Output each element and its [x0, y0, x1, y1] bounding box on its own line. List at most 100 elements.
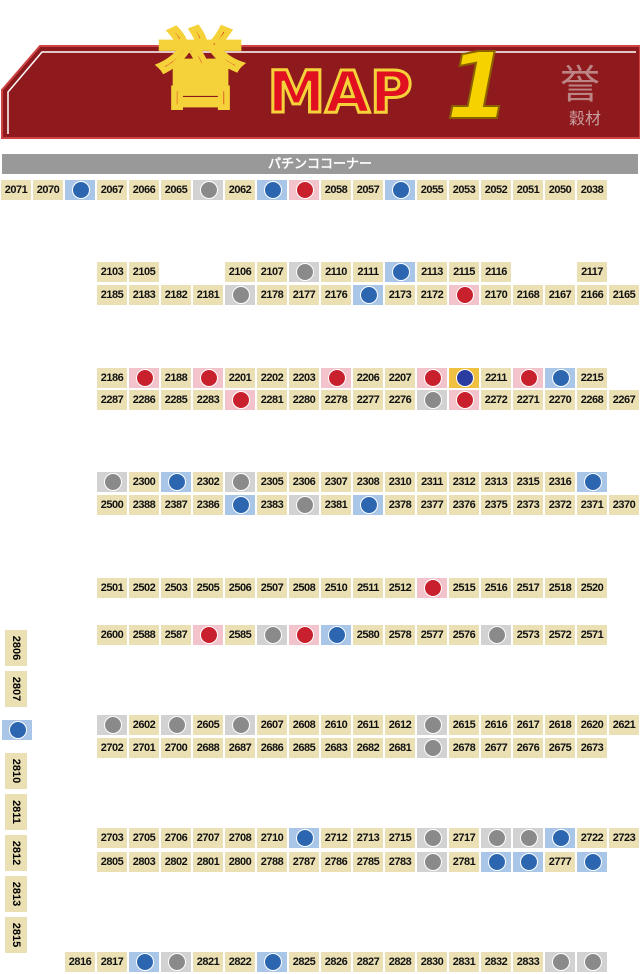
machine-number: 2201	[225, 368, 255, 388]
header: 誉 MAP 1 誉 穀材	[1, 19, 640, 140]
machine-icon	[289, 180, 319, 200]
icon-badge	[168, 716, 186, 734]
machine-icon	[513, 368, 543, 388]
side-machine-number: 2815	[5, 917, 27, 953]
machine-number: 2830	[417, 952, 447, 972]
machine-number: 2777	[545, 852, 575, 872]
machine-number: 2781	[449, 852, 479, 872]
icon-badge	[9, 721, 27, 739]
machine-icon	[417, 738, 447, 758]
machine-number: 2828	[385, 952, 415, 972]
machine-number: 2585	[225, 625, 255, 645]
machine-number: 2070	[33, 180, 63, 200]
machine-number: 2605	[193, 715, 223, 735]
machine-number: 2305	[257, 472, 287, 492]
machine-number: 2577	[417, 625, 447, 645]
icon-badge	[264, 181, 282, 199]
machine-number: 2271	[513, 390, 543, 410]
machine-number: 2683	[321, 738, 351, 758]
machine-number: 2188	[161, 368, 191, 388]
icon-badge	[72, 181, 90, 199]
machine-number: 2116	[481, 262, 511, 282]
icon-badge	[552, 829, 570, 847]
machine-icon	[193, 625, 223, 645]
machine-number: 2787	[289, 852, 319, 872]
machine-number: 2267	[609, 390, 639, 410]
machine-number: 2602	[129, 715, 159, 735]
machine-number: 2800	[225, 852, 255, 872]
machine-number: 2501	[97, 578, 127, 598]
machine-number: 2618	[545, 715, 575, 735]
machine-number: 2172	[417, 285, 447, 305]
icon-badge	[328, 626, 346, 644]
machine-number: 2700	[161, 738, 191, 758]
machine-number: 2506	[225, 578, 255, 598]
machine-number: 2052	[481, 180, 511, 200]
machine-number: 2050	[545, 180, 575, 200]
machine-number: 2370	[609, 495, 639, 515]
machine-icon	[161, 715, 191, 735]
machine-number: 2708	[225, 828, 255, 848]
machine-icon	[225, 472, 255, 492]
machine-icon	[193, 180, 223, 200]
machine-number: 2178	[257, 285, 287, 305]
side-label: 2812	[10, 840, 22, 866]
icon-badge	[296, 626, 314, 644]
machine-number: 2715	[385, 828, 415, 848]
machine-number: 2702	[97, 738, 127, 758]
machine-icon	[577, 852, 607, 872]
machine-number: 2615	[449, 715, 479, 735]
machine-number: 2300	[129, 472, 159, 492]
machine-number: 2801	[193, 852, 223, 872]
machine-number: 2111	[353, 262, 383, 282]
machine-number: 2722	[577, 828, 607, 848]
machine-number: 2786	[321, 852, 351, 872]
side-label: 2811	[10, 800, 22, 824]
logo-sub: 穀材	[569, 109, 601, 128]
section-banner: パチンココーナー	[2, 154, 638, 174]
side-machine-number: 2810	[5, 753, 27, 789]
icon-badge	[488, 853, 506, 871]
machine-number: 2113	[417, 262, 447, 282]
icon-badge	[488, 626, 506, 644]
icon-badge	[296, 181, 314, 199]
machine-icon	[449, 368, 479, 388]
machine-number: 2822	[225, 952, 255, 972]
machine-number: 2287	[97, 390, 127, 410]
machine-icon	[289, 262, 319, 282]
machine-icon	[289, 495, 319, 515]
icon-badge	[424, 369, 442, 387]
machine-number: 2268	[577, 390, 607, 410]
machine-number: 2168	[513, 285, 543, 305]
icon-badge	[424, 829, 442, 847]
machine-number: 2286	[129, 390, 159, 410]
machine-icon	[193, 368, 223, 388]
icon-badge	[168, 473, 186, 491]
icon-badge	[296, 263, 314, 281]
machine-number: 2677	[481, 738, 511, 758]
icon-badge	[200, 369, 218, 387]
machine-number: 2803	[129, 852, 159, 872]
machine-number: 2832	[481, 952, 511, 972]
machine-icon	[577, 472, 607, 492]
icon-badge	[520, 369, 538, 387]
machine-icon	[481, 828, 511, 848]
machine-number: 2821	[193, 952, 223, 972]
machine-number: 2283	[193, 390, 223, 410]
icon-badge	[392, 181, 410, 199]
machine-icon	[161, 952, 191, 972]
icon-badge	[424, 853, 442, 871]
machine-icon	[545, 952, 575, 972]
machine-icon	[449, 285, 479, 305]
icon-badge	[424, 739, 442, 757]
machine-number: 2181	[193, 285, 223, 305]
machine-number: 2312	[449, 472, 479, 492]
machine-number: 2825	[289, 952, 319, 972]
machine-number: 2673	[577, 738, 607, 758]
machine-icon	[417, 715, 447, 735]
machine-number: 2182	[161, 285, 191, 305]
machine-number: 2306	[289, 472, 319, 492]
machine-icon	[417, 578, 447, 598]
icon-badge	[456, 391, 474, 409]
machine-number: 2110	[321, 262, 351, 282]
